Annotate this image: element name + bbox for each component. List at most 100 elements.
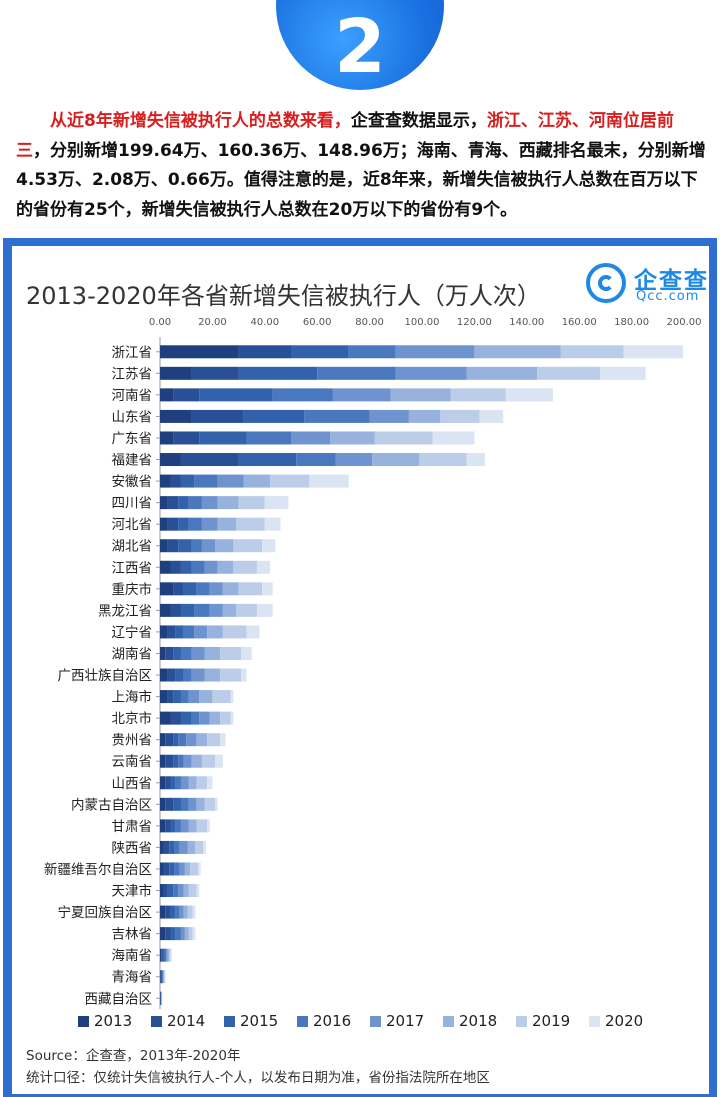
bar-segment-2015 [170,819,176,833]
category-label: 安徽省 [112,474,153,490]
bar-segment-2020 [203,840,206,854]
bar-segment-2013 [160,474,171,488]
category-label: 上海市 [112,689,153,706]
bar-segment-2015 [169,840,175,854]
category-label: 河南省 [112,388,153,404]
bar-segment-2014 [160,970,162,984]
bar-segment-2013 [160,862,164,876]
bar-segment-2020 [207,776,213,790]
bar-segment-2014 [165,776,171,790]
category-label: 广西壮族自治区 [58,668,153,684]
bar-segment-2013 [160,453,181,467]
bar-segment-2016 [174,862,180,876]
bar-segment-2014 [173,431,200,445]
x-tick-label: 180.00 [614,317,649,328]
logo-name: 企查查 [634,268,709,294]
bar-segment-2014 [167,625,176,639]
bar-segment-2018 [217,496,239,510]
category-label: 西藏自治区 [85,991,153,1007]
bar-segment-2016 [175,905,180,919]
bar-segment-2014 [165,927,171,941]
bar-segment-2018 [474,345,561,359]
category-label: 湖南省 [112,646,153,662]
legend-label: 2019 [532,1012,570,1030]
bar-segment-2017 [369,409,409,423]
bar-segment-2013 [160,711,171,725]
bar-segment-2016 [160,991,162,1005]
category-label: 四川省 [112,496,153,512]
bar-segment-2017 [191,646,205,660]
bar-segment-2015 [170,776,176,790]
bar-segment-2017 [201,517,218,531]
bar-segment-2016 [191,539,202,553]
bar-segment-2014 [167,690,174,704]
bar-segment-2015 [180,711,192,725]
x-tick-label: 60.00 [303,317,332,328]
bar-segment-2016 [191,560,205,574]
bar-segment-2020 [197,862,201,876]
bar-segment-2014 [167,496,179,510]
bar-segment-2016 [175,776,181,790]
bar-segment-2013 [160,819,166,833]
bar-segment-2014 [170,560,181,574]
bar-segment-2020 [262,582,273,596]
bar-segment-2014 [163,862,170,876]
bar-segment-2017 [179,905,184,919]
category-label: 浙江省 [112,345,153,361]
bar-segment-2013 [160,797,166,811]
x-tick-label: 160.00 [562,317,597,328]
bar-segment-2016 [296,453,336,467]
bar-segment-2020 [246,625,260,639]
bar-segment-2020 [215,754,223,768]
bar-segment-2019 [238,496,265,510]
bar-segment-2017 [188,690,200,704]
bar-segment-2019 [169,948,171,962]
category-label: 陕西省 [112,840,153,856]
bar-segment-2015 [180,603,195,617]
bar-segment-2014 [165,797,174,811]
bar-segment-2017 [186,733,197,747]
bar-segment-2019 [537,366,601,380]
bar-segment-2015 [170,927,176,941]
bar-segment-2020 [262,539,276,553]
legend-label: 2018 [459,1012,497,1030]
chart-panel: 2013-2020年各省新增失信被执行人（万人次） 企查查 Qcc.com 0.… [3,238,717,1097]
bar-segment-2013 [160,517,168,531]
bar-segment-2018 [183,884,189,898]
bar-segment-2018 [408,409,441,423]
bar-segment-2020 [207,819,210,833]
x-tick-label: 140.00 [509,317,544,328]
category-label: 内蒙古自治区 [71,797,152,813]
bar-segment-2017 [209,603,223,617]
bar-segment-2013 [160,991,161,1005]
bar-segment-2018 [184,927,189,941]
bar-segment-2019 [188,884,197,898]
bar-segment-2018 [184,862,191,876]
bar-segment-2016 [196,582,210,596]
bar-segment-2013 [160,733,166,747]
bar-segment-2020 [192,927,196,941]
bar-segment-2015 [167,884,174,898]
bar-segment-2013 [160,754,166,768]
bar-segment-2014 [161,948,163,962]
zhihu-watermark: 知乎 @川蜀城市发展 [548,1066,698,1085]
legend-swatch [370,1016,381,1027]
bar-segment-2018 [215,539,234,553]
bar-segment-2014 [180,453,239,467]
bar-segment-2017 [191,668,205,682]
bar-segment-2020 [230,711,234,725]
bar-segment-2018 [390,388,451,402]
bar-segment-2019 [235,517,265,531]
bar-segment-2020 [230,690,234,704]
bar-segment-2020 [170,948,172,962]
bar-segment-2017 [335,453,373,467]
bar-segment-2017 [217,474,244,488]
bar-segment-2020 [505,388,553,402]
bar-segment-2014 [163,840,170,854]
bar-segment-2015 [183,582,197,596]
bar-segment-2013 [160,496,168,510]
bar-segment-2014 [191,409,244,423]
bar-segment-2015 [161,970,163,984]
bar-segment-2016 [183,625,195,639]
bar-segment-2014 [167,517,179,531]
